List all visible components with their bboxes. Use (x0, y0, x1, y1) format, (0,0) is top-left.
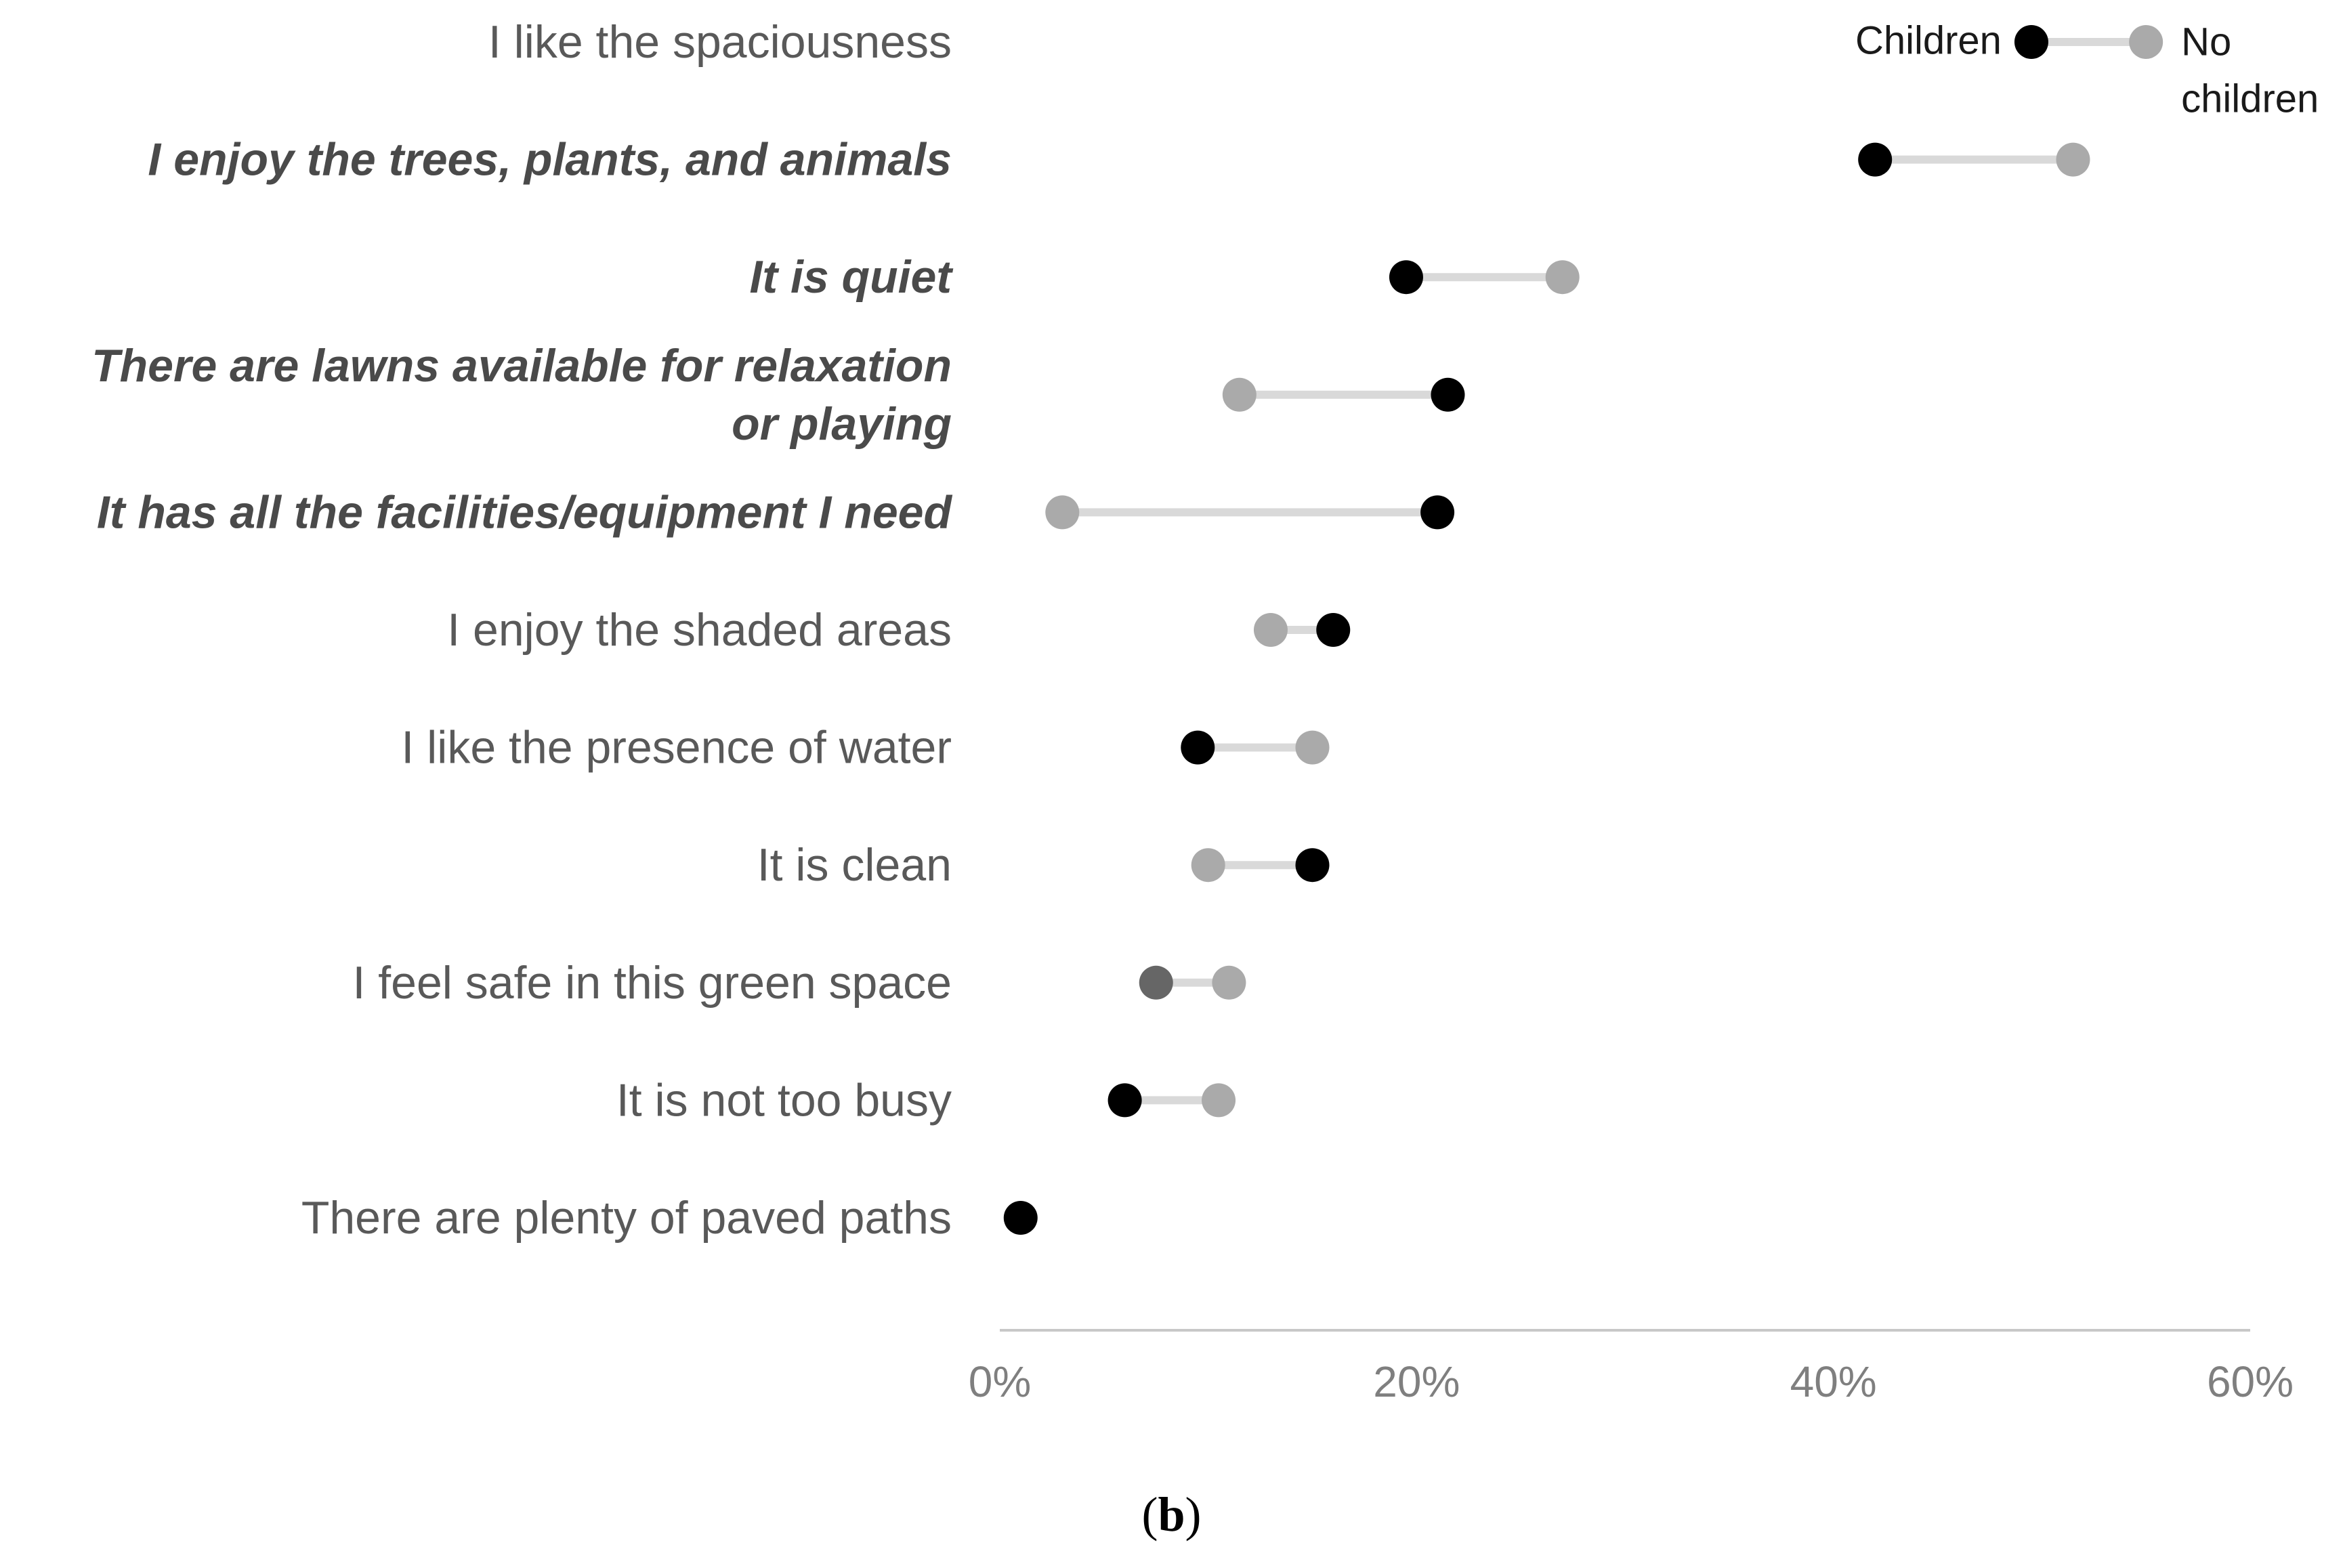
point-children (1431, 377, 1465, 412)
point-no-children (1212, 965, 1246, 1000)
point-no-children (2056, 142, 2090, 177)
point-no-children (1222, 377, 1257, 412)
point-children (1295, 848, 1330, 883)
point-no-children (2129, 25, 2163, 59)
category-label: There are lawns available for relaxation (91, 340, 952, 391)
category-label: I enjoy the shaded areas (447, 604, 952, 656)
point-children (1389, 260, 1423, 295)
point-children (1316, 613, 1351, 647)
legend-label-no-children: children (2181, 77, 2319, 121)
point-no-children (1295, 730, 1330, 765)
point-no-children (1253, 613, 1288, 647)
category-label: There are plenty of paved paths (301, 1192, 952, 1244)
x-tick-label: 40% (1790, 1357, 1877, 1406)
point-children (1003, 1201, 1038, 1235)
x-tick-label: 20% (1373, 1357, 1460, 1406)
panel-label-open: ( (1141, 1487, 1158, 1542)
legend-label-no-children: No (2181, 20, 2231, 64)
panel-label-close: ) (1185, 1487, 1202, 1542)
point-children (1139, 965, 1173, 1000)
point-children (1420, 495, 1455, 530)
point-children (1107, 1083, 1142, 1118)
point-no-children (1545, 260, 1580, 295)
x-tick-label: 0% (969, 1357, 1032, 1406)
panel-label: (b) (0, 1487, 2343, 1543)
category-label: I like the spaciousness (488, 16, 952, 68)
point-children (1858, 142, 1893, 177)
category-label: It is not too busy (616, 1074, 952, 1126)
category-label: or playing (732, 398, 952, 450)
category-label: It is quiet (750, 251, 954, 303)
panel-label-letter: b (1158, 1487, 1185, 1542)
point-children (1181, 730, 1215, 765)
category-label: I feel safe in this green space (352, 957, 952, 1009)
category-label: I like the presence of water (401, 722, 952, 774)
legend-label-children: Children (1855, 19, 2002, 63)
category-label: I enjoy the trees, plants, and animals (148, 134, 952, 186)
point-no-children (1045, 495, 1080, 530)
point-children (2014, 25, 2048, 59)
x-tick-label: 60% (2207, 1357, 2294, 1406)
category-label: It is clean (757, 839, 952, 891)
point-no-children (1191, 848, 1225, 883)
point-no-children (1202, 1083, 1236, 1118)
category-label: It has all the facilities/equipment I ne… (97, 486, 953, 538)
